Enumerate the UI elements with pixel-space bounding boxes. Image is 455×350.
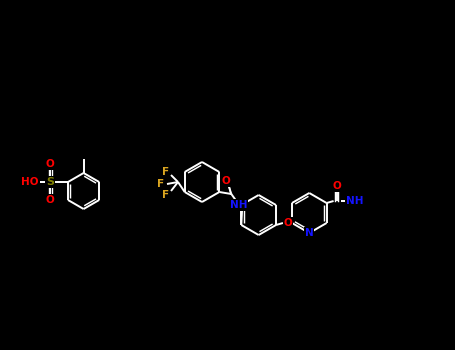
Text: O: O [222, 176, 231, 186]
Text: O: O [46, 195, 55, 205]
Text: N: N [305, 228, 313, 238]
Text: F: F [157, 179, 165, 189]
Text: O: O [332, 181, 341, 191]
Text: F: F [162, 190, 170, 200]
Text: NH: NH [346, 196, 364, 206]
Text: S: S [46, 177, 54, 187]
Text: O: O [283, 218, 292, 228]
Text: F: F [162, 167, 170, 177]
Text: HO: HO [21, 177, 39, 187]
Text: O: O [46, 159, 55, 169]
Text: NH: NH [230, 200, 247, 210]
